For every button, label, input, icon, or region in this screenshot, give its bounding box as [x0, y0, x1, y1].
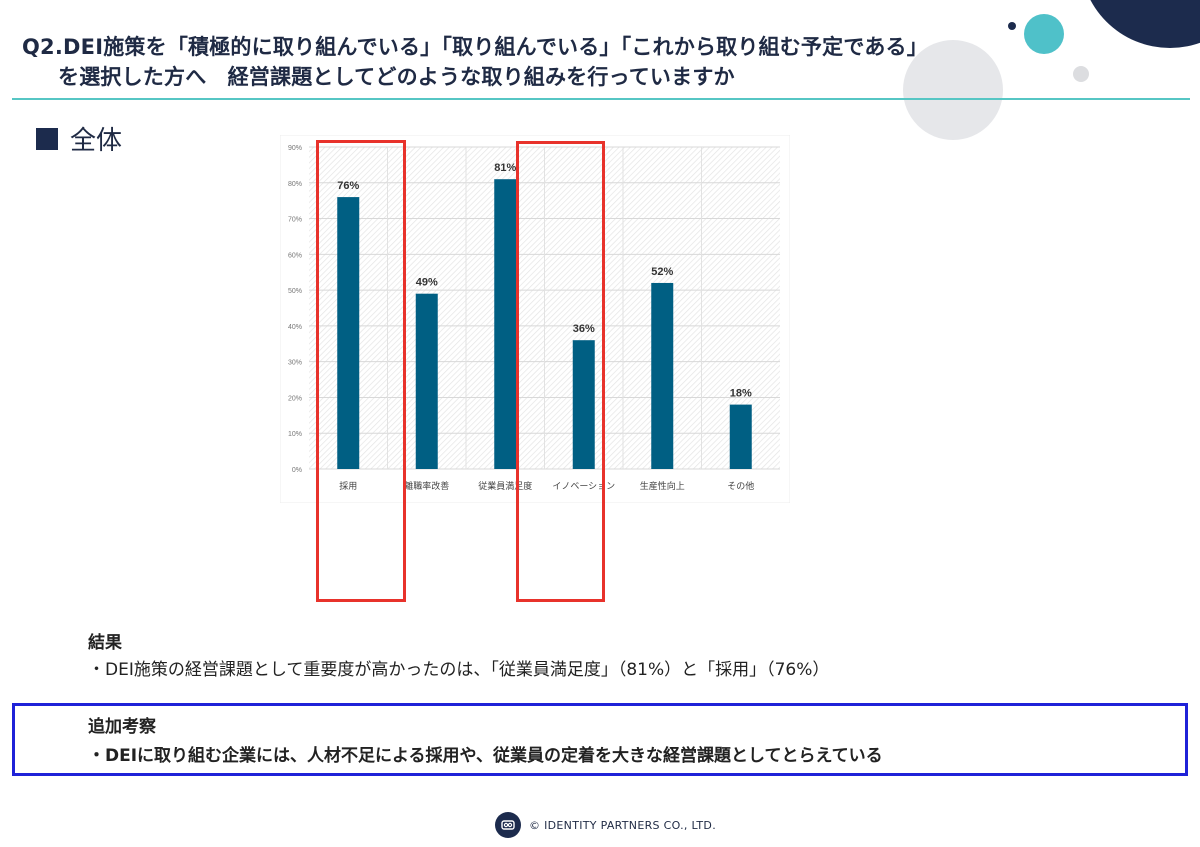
- y-tick-label: 80%: [288, 181, 302, 188]
- decorative-dot-navy: [1008, 22, 1016, 30]
- x-tick-label: 採用: [339, 480, 357, 492]
- result-block: 結果 ・DEI施策の経営課題として重要度が高かったのは、「従業員満足度」（81%…: [88, 630, 829, 684]
- slide-title: Q2.DEI施策を「積極的に取り組んでいる」「取り組んでいる」「これから取り組む…: [22, 32, 1172, 92]
- y-tick-label: 30%: [288, 360, 302, 367]
- data-label: 36%: [573, 323, 595, 335]
- y-tick-label: 50%: [288, 288, 302, 295]
- company-logo-icon: [495, 812, 521, 838]
- x-tick-label: その他: [727, 480, 754, 492]
- data-label: 81%: [494, 162, 516, 174]
- title-divider: [12, 98, 1190, 100]
- copyright-text: © IDENTITY PARTNERS CO., LTD.: [529, 818, 716, 832]
- bar-2: [415, 293, 438, 469]
- y-tick-label: 10%: [288, 431, 302, 438]
- bar-3: [494, 179, 517, 469]
- data-label: 18%: [730, 388, 752, 400]
- footer: © IDENTITY PARTNERS CO., LTD.: [495, 812, 716, 838]
- y-tick-label: 70%: [288, 217, 302, 224]
- insight-text: ・DEIに取り組む企業には、人材不足による採用や、従業員の定着を大きな経営課題と…: [88, 746, 883, 766]
- insight-box: 追加考察 ・DEIに取り組む企業には、人材不足による採用や、従業員の定着を大きな…: [12, 703, 1188, 776]
- slide-title-line1: Q2.DEI施策を「積極的に取り組んでいる」「取り組んでいる」「これから取り組む…: [22, 35, 928, 59]
- decorative-dot-grey: [1073, 66, 1089, 82]
- result-text: ・DEI施策の経営課題として重要度が高かったのは、「従業員満足度」（81%）と「…: [88, 660, 830, 680]
- data-label: 52%: [651, 266, 673, 278]
- highlight-box-innovation: [516, 141, 605, 602]
- data-label: 76%: [337, 180, 359, 192]
- result-heading: 結果: [88, 633, 122, 653]
- y-tick-label: 60%: [288, 252, 302, 259]
- section-heading: 全体: [36, 120, 122, 157]
- bar-chart: 0% 10% 20% 30% 40% 50% 60% 70% 80% 90% 76% 49% 81% 3…: [280, 135, 790, 503]
- square-bullet-icon: [36, 127, 58, 150]
- bar-6: [729, 404, 752, 469]
- y-tick-label: 40%: [288, 324, 302, 331]
- y-tick-label: 0%: [292, 467, 302, 474]
- y-tick-label: 20%: [288, 395, 302, 402]
- x-tick-label: 離職率改善: [404, 480, 449, 492]
- highlight-box-recruitment: [316, 140, 406, 602]
- decorative-circle-teal: [1024, 14, 1064, 54]
- x-tick-label: イノベーション: [552, 482, 615, 492]
- data-label: 49%: [416, 277, 438, 289]
- section-label: 全体: [70, 126, 123, 156]
- bar-1: [337, 197, 360, 469]
- insight-heading: 追加考察: [88, 717, 156, 737]
- bar-5: [651, 282, 674, 469]
- y-tick-label: 90%: [288, 145, 302, 152]
- x-tick-label: 生産性向上: [640, 480, 685, 492]
- slide-title-line2: を選択した方へ 経営課題としてどのような取り組みを行っていますか: [58, 65, 735, 89]
- decorative-circle-grey: [903, 40, 1003, 140]
- bar-4: [572, 340, 595, 469]
